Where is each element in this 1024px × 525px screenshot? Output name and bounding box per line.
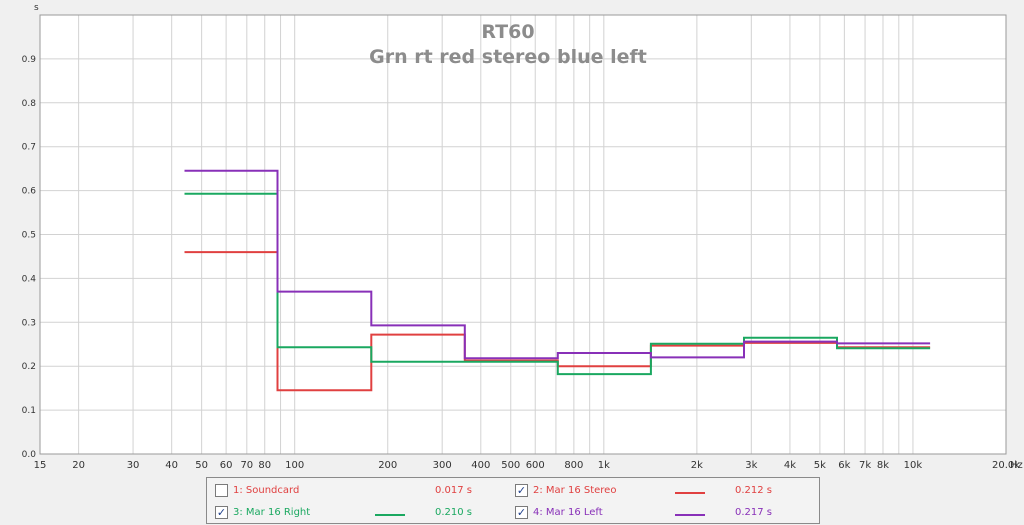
x-tick-label: 3k: [745, 460, 757, 470]
y-tick-label: 0.9: [22, 55, 37, 65]
chart-title: RT60: [481, 21, 534, 43]
x-axis-unit: Hz: [1010, 460, 1023, 470]
y-tick-label: 0.4: [22, 274, 37, 284]
x-tick-label: 30: [127, 460, 140, 470]
x-tick-label: 5k: [814, 460, 826, 470]
rt60-chart: 0.0 0.1 0.2 0.3 0.4 0.5 0.6 0.7 0.8 0.9 15 20 30 40 5…: [21, 3, 1023, 471]
series-line-mar-16-left: [184, 169, 931, 360]
x-tick-label: 40: [165, 460, 178, 470]
legend-label-mar16-stereo: 2: Mar 16 Stereo: [533, 485, 617, 496]
legend-box: 1: Soundcard 0.017 s ✓ 2: Mar 16 Stereo …: [206, 477, 820, 524]
x-tick-label: 800: [564, 460, 583, 470]
x-tick-label: 10k: [904, 460, 923, 470]
x-tick-label: 6k: [838, 460, 850, 470]
x-tick-label: 1k: [598, 460, 610, 470]
y-tick-label: 0.1: [22, 406, 36, 416]
legend-label-soundcard: 1: Soundcard: [233, 485, 300, 496]
legend-checkbox-mar16-right[interactable]: ✓: [215, 506, 228, 519]
legend-swatch-mar16-stereo: [675, 492, 705, 494]
y-tick-label: 0.8: [22, 99, 37, 109]
legend-label-mar16-right: 3: Mar 16 Right: [233, 507, 311, 518]
y-tick-label: 0.2: [22, 362, 36, 372]
x-tick-label: 50: [195, 460, 208, 470]
x-tick-label: 500: [501, 460, 520, 470]
legend-swatch-mar16-left: [675, 514, 705, 516]
x-tick-label: 400: [471, 460, 490, 470]
x-tick-label: 20.0k: [992, 460, 1020, 470]
legend-checkbox-soundcard[interactable]: [215, 484, 228, 497]
chart-svg: 0.0 0.1 0.2 0.3 0.4 0.5 0.6 0.7 0.8 0.9 15 20 30 40 5…: [21, 3, 1023, 471]
y-axis-unit: s: [34, 3, 39, 13]
x-tick-label: 200: [378, 460, 397, 470]
legend-checkbox-mar16-stereo[interactable]: ✓: [515, 484, 528, 497]
x-tick-label: 7k: [859, 460, 871, 470]
y-tick-label: 0.0: [22, 450, 37, 460]
x-tick-label: 60: [220, 460, 233, 470]
x-tick-label: 20: [72, 460, 85, 470]
legend-swatch-mar16-right: [375, 514, 405, 516]
y-tick-label: 0.3: [22, 318, 36, 328]
x-tick-label: 100: [285, 460, 304, 470]
chart-subtitle: Grn rt red stereo blue left: [369, 46, 647, 68]
y-tick-label: 0.5: [22, 231, 36, 241]
legend-checkbox-mar16-left[interactable]: ✓: [515, 506, 528, 519]
x-tick-label: 600: [526, 460, 545, 470]
legend-label-mar16-left: 4: Mar 16 Left: [533, 507, 603, 518]
legend-item-mar16-stereo: ✓ 2: Mar 16 Stereo 0.212 s: [507, 482, 807, 502]
y-tick-label: 0.7: [22, 143, 36, 153]
x-tick-label: 2k: [691, 460, 703, 470]
legend-value-mar16-stereo: 0.212 s: [735, 485, 773, 496]
legend-value-mar16-right: 0.210 s: [435, 507, 473, 518]
legend-item-mar16-right: ✓ 3: Mar 16 Right 0.210 s: [207, 504, 507, 524]
x-tick-label: 15: [34, 460, 47, 470]
x-tick-label: 70: [240, 460, 253, 470]
legend-item-mar16-left: ✓ 4: Mar 16 Left 0.217 s: [507, 504, 807, 524]
x-tick-label: 80: [258, 460, 271, 470]
legend-value-mar16-left: 0.217 s: [735, 507, 773, 518]
x-tick-label: 300: [433, 460, 452, 470]
x-tick-label: 8k: [877, 460, 889, 470]
x-tick-label: 4k: [784, 460, 796, 470]
y-tick-label: 0.6: [22, 187, 37, 197]
series-line-mar-16-right: [184, 192, 931, 376]
legend-item-soundcard: 1: Soundcard 0.017 s: [207, 482, 507, 502]
legend-value-soundcard: 0.017 s: [435, 485, 473, 496]
